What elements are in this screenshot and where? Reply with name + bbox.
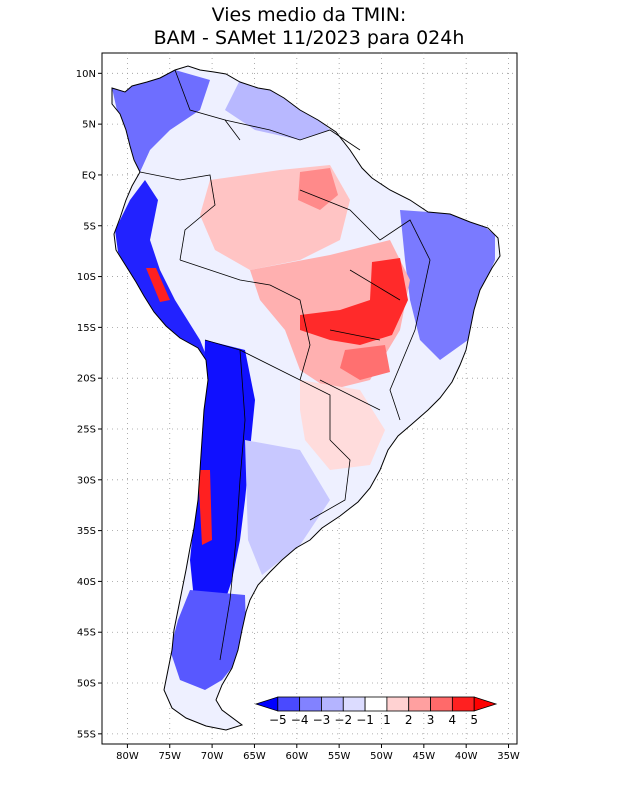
lat-tick-label: EQ bbox=[82, 170, 96, 181]
colorbar-box bbox=[451, 696, 475, 712]
colorbar-label: −4 bbox=[291, 713, 309, 727]
title-line-2: BAM - SAMet 11/2023 para 024h bbox=[154, 27, 465, 49]
light-blue-region-pampas bbox=[245, 440, 330, 575]
lat-tick-label: 35S bbox=[77, 526, 96, 537]
lon-tick-label: 60W bbox=[285, 751, 308, 762]
lon-tick-label: 65W bbox=[243, 751, 266, 762]
lon-tick-label: 50W bbox=[370, 751, 393, 762]
red-streak-chile-andes bbox=[198, 470, 212, 545]
lat-tick-label: 5S bbox=[83, 221, 96, 232]
border-brazil-states bbox=[299, 189, 431, 421]
red-region-tocantins-core bbox=[300, 258, 408, 345]
red-streak-peru-andes bbox=[146, 268, 170, 302]
colorbar-box bbox=[430, 696, 453, 712]
red-region-amazon-core bbox=[298, 168, 338, 210]
colorbar-label: −5 bbox=[269, 713, 287, 727]
lat-tick-label: 15S bbox=[77, 323, 96, 334]
light-red-region-south-brazil bbox=[300, 380, 385, 470]
colorbar-arrow-high bbox=[473, 696, 498, 712]
border-colombia-venezuela bbox=[174, 69, 241, 141]
colorbar-label: −2 bbox=[334, 713, 352, 727]
lat-tick-label: 5N bbox=[82, 120, 96, 131]
lat-tick-label: 45S bbox=[77, 628, 96, 639]
lat-tick-label: 55S bbox=[77, 729, 96, 740]
longitude-axis: 80W 75W 70W 65W 60W 55W 50W 45W 40W 35W bbox=[116, 744, 520, 762]
lat-tick-label: 10S bbox=[77, 272, 96, 283]
colorbar-box bbox=[277, 696, 301, 712]
red-region-minas bbox=[340, 345, 390, 380]
colorbar-label: 2 bbox=[405, 713, 413, 727]
border-argentina-chile bbox=[219, 349, 246, 661]
colorbar-box bbox=[364, 696, 388, 712]
colorbar-box bbox=[342, 696, 366, 712]
light-blue-region-guianas bbox=[225, 80, 330, 140]
colorbar-box bbox=[408, 696, 431, 712]
colorbar-box bbox=[299, 696, 322, 712]
lon-tick-label: 40W bbox=[455, 751, 478, 762]
colorbar-label: 5 bbox=[470, 713, 478, 727]
lat-tick-label: 25S bbox=[77, 424, 96, 435]
lat-tick-label: 50S bbox=[77, 679, 96, 690]
lat-tick-label: 40S bbox=[77, 577, 96, 588]
lon-tick-label: 70W bbox=[201, 751, 224, 762]
colorbar-box bbox=[386, 696, 410, 712]
colorbar-label: −3 bbox=[313, 713, 331, 727]
lon-tick-label: 80W bbox=[116, 751, 139, 762]
country-borders bbox=[139, 69, 431, 661]
blue-region-ecuador-peru bbox=[115, 180, 208, 360]
lon-tick-label: 75W bbox=[158, 751, 181, 762]
border-peru-brazil-bolivia bbox=[179, 259, 311, 381]
lat-tick-label: 30S bbox=[77, 475, 96, 486]
border-colombia-ecuador-peru bbox=[139, 171, 216, 261]
border-paraguay-uruguay bbox=[309, 439, 351, 521]
border-bolivia-chile-argentina bbox=[204, 339, 331, 440]
lat-tick-label: 10N bbox=[76, 69, 96, 80]
colorbar-label: 1 bbox=[383, 713, 391, 727]
colorbar-label: 3 bbox=[427, 713, 435, 727]
latitude-axis: 10N 5N EQ 5S 10S 15S 20S 25S 30S 35S 40S 45S 50S 55S bbox=[76, 69, 102, 740]
colorbar: −5 −4 −3 −2 −1 1 2 3 4 5 bbox=[254, 696, 498, 727]
lon-tick-label: 45W bbox=[413, 751, 436, 762]
colorbar-label: −1 bbox=[356, 713, 374, 727]
colorbar-label: 4 bbox=[449, 713, 457, 727]
blue-region-north-andes bbox=[112, 70, 210, 172]
lon-tick-label: 35W bbox=[497, 751, 520, 762]
blue-region-patagonia bbox=[170, 590, 246, 690]
lon-tick-label: 55W bbox=[328, 751, 351, 762]
colorbar-box bbox=[321, 696, 344, 712]
border-brazil-north bbox=[224, 119, 361, 151]
title-line-1: Vies medio da TMIN: bbox=[212, 4, 407, 26]
lat-tick-label: 20S bbox=[77, 374, 96, 385]
